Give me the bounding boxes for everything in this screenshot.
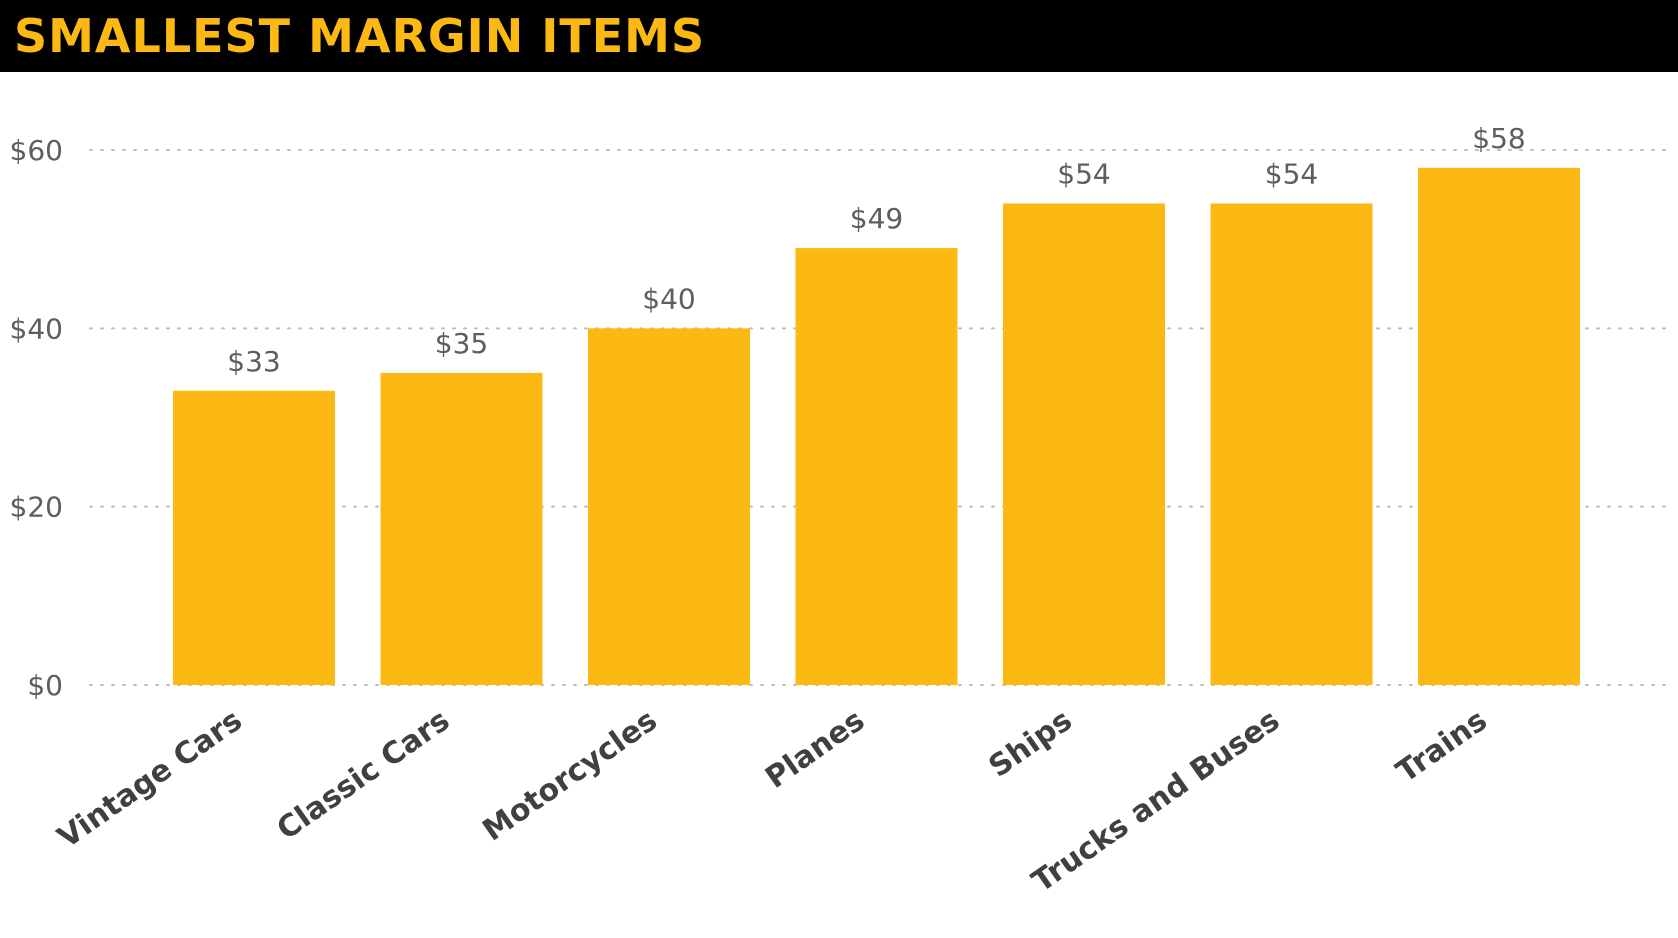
category-label: Trains xyxy=(1390,703,1493,790)
page-title: SMALLEST MARGIN ITEMS xyxy=(14,9,706,63)
category-label: Vintage Cars xyxy=(51,703,248,856)
data-label: $35 xyxy=(435,327,488,360)
data-label: $58 xyxy=(1472,122,1525,155)
bar xyxy=(173,390,335,685)
bar xyxy=(1003,203,1165,685)
bar xyxy=(795,248,958,686)
bar xyxy=(1210,203,1373,685)
category-label: Ships xyxy=(983,703,1079,785)
category-label: Motorcycles xyxy=(477,703,664,849)
bar-chart: $0 $20 $40 $60 $33 Vintage Cars $35 Classic Car… xyxy=(10,122,1673,900)
bar xyxy=(588,328,750,685)
bar xyxy=(380,372,543,685)
data-label: $54 xyxy=(1265,158,1318,191)
y-tick-label: $40 xyxy=(10,312,63,345)
data-label: $54 xyxy=(1057,158,1110,191)
bar xyxy=(1418,167,1580,685)
data-label: $33 xyxy=(227,345,280,378)
data-label: $49 xyxy=(850,202,903,235)
title-bar: SMALLEST MARGIN ITEMS xyxy=(0,0,1678,72)
category-label: Planes xyxy=(759,703,871,796)
data-label: $40 xyxy=(642,282,695,315)
y-tick-label: $0 xyxy=(27,669,63,702)
y-tick-label: $20 xyxy=(10,491,63,524)
y-tick-label: $60 xyxy=(10,134,63,167)
category-label: Classic Cars xyxy=(271,703,456,847)
